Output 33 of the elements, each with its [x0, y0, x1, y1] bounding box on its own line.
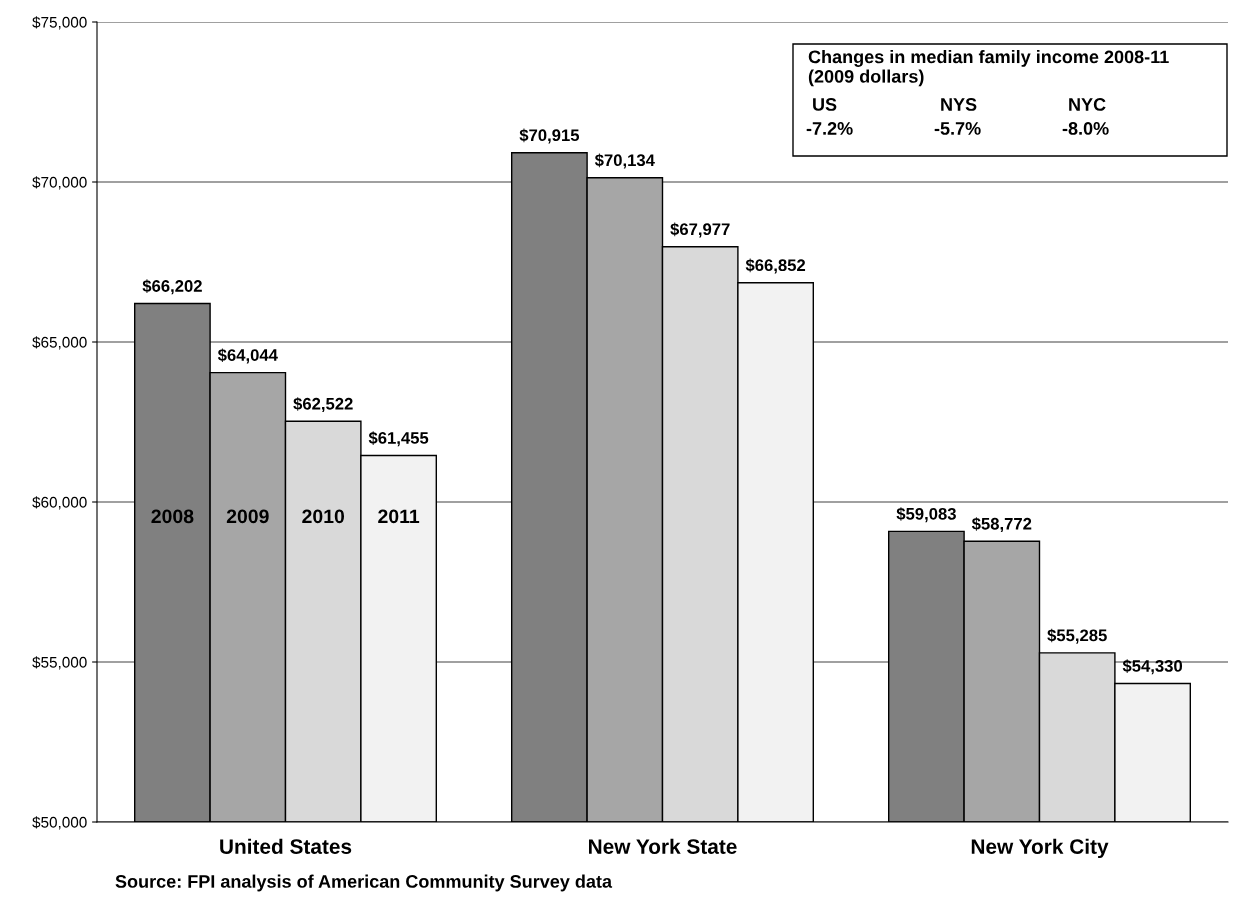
data-label: $55,285 [1047, 628, 1107, 644]
data-label: $54,330 [1122, 659, 1183, 675]
data-label: $62,522 [293, 397, 353, 413]
x-tick-label: United States [220, 838, 352, 854]
annotation: -5.7% [934, 122, 981, 135]
data-label: $66,852 [745, 258, 806, 274]
source-note: Source: FPI analysis of American Community Survey data [115, 874, 613, 892]
data-label: $59,083 [896, 507, 956, 523]
y-tick-label: $65,000 [32, 336, 87, 350]
x-tick-label: New York State [589, 838, 737, 854]
y-tick-label: $50,000 [32, 816, 87, 830]
data-label: $66,202 [142, 279, 202, 295]
series-label: 2011 [378, 509, 420, 524]
annotation: -8.0% [1062, 122, 1109, 135]
y-tick-label: $70,000 [32, 176, 87, 190]
data-label: $67,977 [670, 222, 730, 238]
y-tick-label: $55,000 [32, 656, 87, 670]
annotation: Changes in median family income 2008-11 (2009 dollars) [808, 50, 1169, 87]
data-label: $64,044 [217, 348, 278, 364]
annotation: NYC [1069, 98, 1106, 111]
data-label: $61,455 [368, 431, 429, 447]
series-label: 2010 [302, 509, 345, 524]
annotation: US [813, 98, 837, 111]
annotation: NYS [941, 98, 977, 111]
data-label: $70,134 [594, 153, 655, 169]
x-tick-label: New York City [971, 838, 1109, 859]
series-label: 2008 [151, 509, 194, 524]
data-label: $58,772 [971, 517, 1032, 533]
series-label: 2009 [226, 509, 269, 524]
annotation: -7.2% [806, 122, 853, 135]
data-label: $70,915 [519, 128, 580, 144]
y-tick-label: $60,000 [32, 496, 87, 510]
y-tick-label: $75,000 [32, 16, 87, 30]
